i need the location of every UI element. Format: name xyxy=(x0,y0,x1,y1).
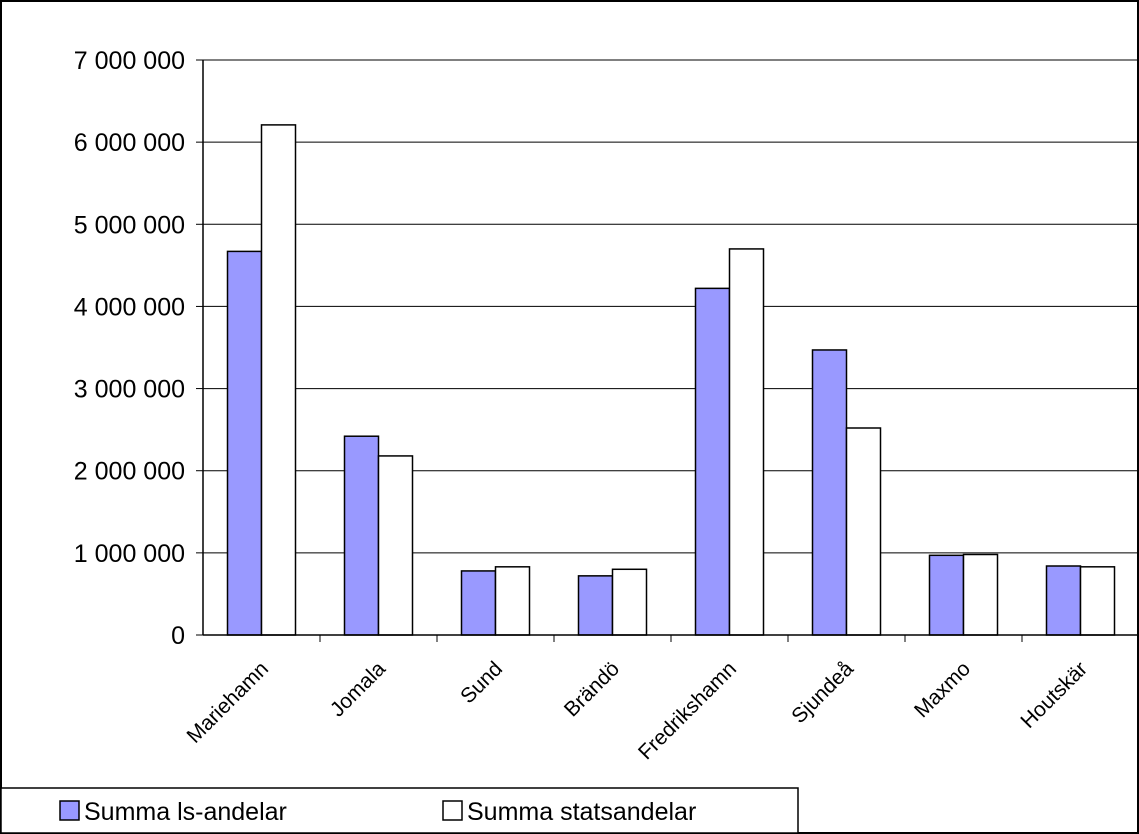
bar-ls-andelar xyxy=(928,554,965,636)
bar-statsandelar xyxy=(377,455,414,636)
legend: Summa ls-andelar Summa statsandelar xyxy=(0,787,799,834)
y-tick-label: 4 000 000 xyxy=(74,293,185,321)
y-tick-label: 2 000 000 xyxy=(74,458,185,486)
bars xyxy=(226,124,1116,636)
bar-ls-andelar xyxy=(226,250,263,636)
bar-statsandelar xyxy=(260,124,297,636)
bar-ls-andelar xyxy=(1045,565,1082,636)
y-tick-labels: 0 1 000 000 2 000 000 3 000 000 4 000 000 5 0… xyxy=(74,47,185,650)
y-tick-label: 0 xyxy=(171,622,185,650)
bar-ls-andelar xyxy=(694,287,731,636)
bar-ls-andelar xyxy=(343,435,380,636)
y-tick-label: 3 000 000 xyxy=(74,376,185,404)
bar-statsandelar xyxy=(494,566,531,636)
bar-statsandelar xyxy=(962,553,999,636)
y-tick-label: 5 000 000 xyxy=(74,211,185,239)
legend-swatch xyxy=(59,800,80,821)
bar-ls-andelar xyxy=(811,349,848,636)
bar-ls-andelar xyxy=(577,575,614,636)
y-tick-label: 7 000 000 xyxy=(74,47,185,75)
legend-swatch xyxy=(442,800,463,821)
bar-ls-andelar xyxy=(460,570,497,636)
y-tick-label: 6 000 000 xyxy=(74,129,185,157)
axes xyxy=(196,59,1139,642)
legend-label: Summa statsandelar xyxy=(467,798,696,826)
bar-statsandelar xyxy=(611,568,648,636)
bar-statsandelar xyxy=(728,248,765,636)
legend-box xyxy=(0,787,799,834)
bar-statsandelar xyxy=(845,427,882,636)
legend-label: Summa ls-andelar xyxy=(84,798,287,826)
y-tick-label: 1 000 000 xyxy=(74,540,185,568)
bar-statsandelar xyxy=(1079,566,1116,636)
